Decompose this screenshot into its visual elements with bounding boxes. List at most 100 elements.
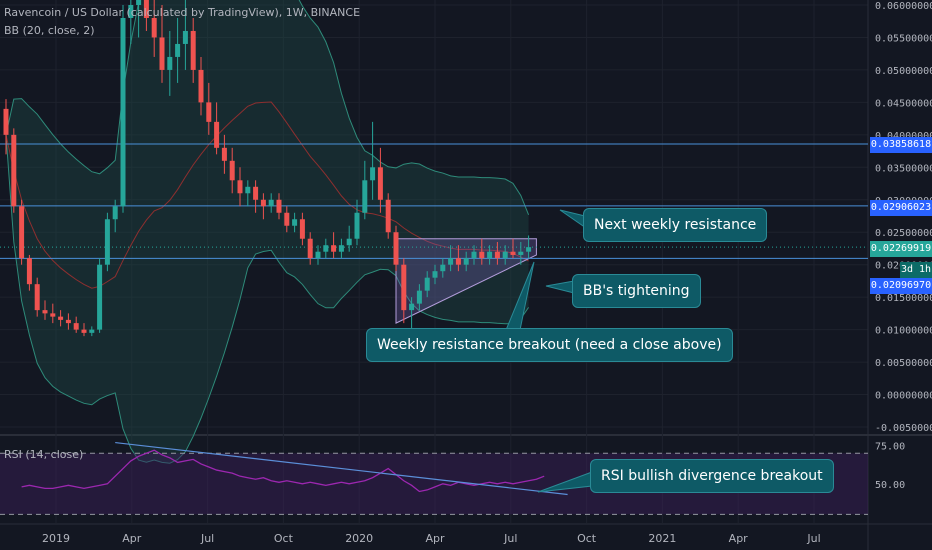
time-tick-label: Oct (577, 532, 597, 545)
candle-body (136, 0, 142, 5)
price-tag-resistance-1: 0.03858618 (870, 137, 932, 153)
candle-body (409, 303, 415, 311)
time-tick-label: 2020 (345, 532, 373, 545)
price-tag-resistance-3: 0.02096970 (870, 278, 932, 294)
candle-body (128, 5, 134, 18)
candle-body (81, 329, 87, 333)
time-tick-label: Oct (274, 532, 294, 545)
candle-body (315, 251, 321, 259)
candle-body (299, 219, 305, 239)
price-tick-label: 0.01000000 (875, 326, 932, 337)
candle-body (97, 264, 103, 330)
candle-body (65, 319, 71, 324)
candle-body (143, 0, 149, 18)
candle-body (276, 199, 282, 213)
candle-body (354, 212, 360, 239)
candle-body (190, 30, 196, 70)
bb-basis (5, 101, 529, 289)
price-tag-resistance-2: 0.02906023 (870, 200, 932, 216)
callout-breakout: Weekly resistance breakout (need a close… (366, 328, 733, 362)
bb-upper (5, 0, 530, 215)
bollinger-bands (5, 0, 530, 464)
candle-body (510, 251, 516, 255)
candle-body (463, 258, 469, 265)
candle-body (120, 17, 126, 207)
price-tick-label: 0.00500000 (875, 358, 932, 369)
candle-body (42, 310, 48, 314)
candle-body (214, 121, 220, 148)
candle-body (253, 186, 259, 200)
candle-body (377, 167, 383, 200)
price-tick-label: 0.03500000 (875, 163, 932, 174)
candle-body (448, 258, 454, 265)
rsi-trendline (115, 441, 568, 496)
candle-body (50, 313, 56, 317)
candle-body (167, 56, 173, 70)
candle-body (268, 199, 274, 207)
candle-body (487, 251, 493, 259)
candle-body (245, 186, 251, 194)
time-tick-label: Apr (425, 532, 445, 545)
candle-body (237, 180, 243, 194)
candle-body (3, 108, 9, 135)
price-tag-current: 0.02269919 (870, 241, 932, 257)
bb-lower (5, 134, 530, 464)
candle-body (432, 271, 438, 278)
time-tick-label: Apr (122, 532, 142, 545)
candle-body (151, 17, 157, 38)
candle-body (323, 245, 329, 252)
candle-body (104, 219, 110, 265)
rsi-legend: RSI (14, close) (4, 448, 84, 461)
time-tick-label: Jul (200, 532, 214, 545)
candlestick-series (3, 0, 532, 337)
candle-body (370, 167, 376, 181)
candle-body (34, 284, 40, 311)
candle-body (11, 134, 17, 207)
candle-body (307, 238, 313, 259)
price-tick-label: 0.06000000 (875, 1, 932, 12)
callout-next-resistance: Next weekly resistance (583, 208, 768, 242)
candle-body (292, 219, 298, 226)
candle-body (284, 212, 290, 226)
candle-body (260, 199, 266, 207)
candle-body (26, 258, 32, 285)
price-tick-label: 0.00000000 (875, 391, 932, 402)
time-axis[interactable]: 2019 Apr Jul Oct 2020 Apr Jul Oct 2021 Apr Jul (42, 532, 821, 545)
candle-body (393, 232, 399, 265)
bb-legend: BB (20, close, 2) (4, 24, 95, 37)
candle-body (362, 180, 368, 213)
rsi-line (21, 449, 545, 493)
candle-body (19, 206, 25, 259)
candle-body (346, 238, 352, 246)
candle-body (73, 323, 79, 330)
time-tick-label: 2019 (42, 532, 70, 545)
candle-body (221, 147, 227, 161)
candle-body (401, 264, 407, 311)
candle-body (175, 43, 181, 57)
candle-body (416, 290, 422, 304)
pointer-bb (545, 280, 575, 294)
candle-body (89, 329, 95, 333)
callout-rsi-breakout: RSI bullish divergence breakout (590, 459, 834, 493)
bb-fill (6, 0, 529, 464)
bar-countdown: 3d 1h (900, 262, 932, 278)
time-tick-label: Jul (503, 532, 517, 545)
candle-body (229, 160, 235, 181)
resistance-lines (0, 143, 868, 259)
candle-body (385, 199, 391, 233)
price-tick-label: 0.05500000 (875, 33, 932, 44)
price-tick-label: 0.02500000 (875, 228, 932, 239)
rsi-tick-label: 75.00 (875, 442, 905, 453)
candle-body (494, 251, 500, 259)
candle-body (518, 251, 524, 255)
rsi-tick-label: 50.00 (875, 480, 905, 491)
price-tick-label: -0.00500000 (875, 423, 932, 434)
price-tick-label: 0.01500000 (875, 293, 932, 304)
time-tick-label: Apr (729, 532, 749, 545)
candle-body (338, 245, 344, 252)
candle-body (331, 245, 337, 252)
candle-body (182, 30, 188, 44)
candle-body (112, 206, 118, 220)
candle-body (159, 37, 165, 70)
